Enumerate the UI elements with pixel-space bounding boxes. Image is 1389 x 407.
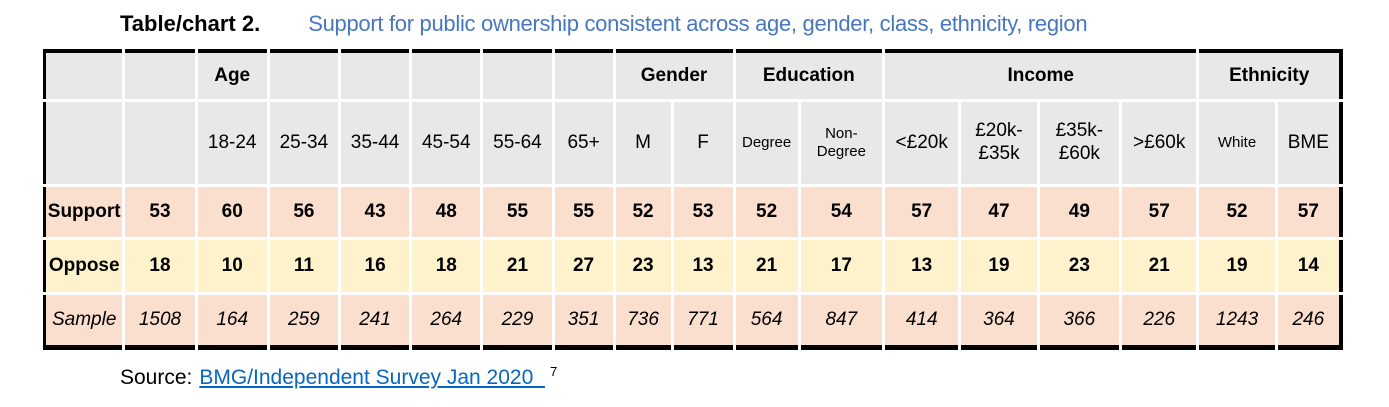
cell-oppose-2: 11	[269, 240, 338, 292]
cell-oppose-10: 17	[800, 240, 883, 292]
table-row-oppose: Oppose 18 10 11 16 18 21 27 23 13 21 17 13 19 23 21 19 14	[43, 240, 1343, 292]
group-spacer-cell	[554, 49, 613, 99]
cell-support-3: 43	[340, 187, 410, 237]
row-label-header-cell	[43, 102, 123, 184]
group-header-row: Age Gender Education Income Ethnicity	[43, 49, 1343, 99]
cell-support-16: 57	[1277, 187, 1343, 237]
cell-sample-2: 259	[269, 295, 338, 350]
cell-support-4: 48	[412, 187, 481, 237]
table-caption-text: Support for public ownership consistent …	[308, 11, 1088, 36]
table-caption-number: Table/chart 2.	[120, 11, 261, 36]
cell-sample-16: 246	[1277, 295, 1343, 350]
cell-oppose-3: 16	[340, 240, 410, 292]
cell-support-1: 60	[197, 187, 267, 237]
col-header-35k-60k: £35k- £60k	[1039, 102, 1120, 184]
group-header-income: Income	[885, 49, 1197, 99]
col-header-55-64: 55-64	[483, 102, 552, 184]
row-label-sample: Sample	[43, 295, 123, 350]
col-header-non-degree: Non- Degree	[800, 102, 883, 184]
cell-oppose-0: 18	[125, 240, 195, 292]
cell-sample-11: 414	[885, 295, 959, 350]
col-header-bme: BME	[1277, 102, 1343, 184]
col-header-white: White	[1199, 102, 1275, 184]
group-spacer-cell	[483, 49, 552, 99]
cell-oppose-8: 13	[673, 240, 733, 292]
cell-sample-3: 241	[340, 295, 410, 350]
survey-table: Age Gender Education Income Ethnicity 18…	[40, 46, 1346, 353]
table-row-sample: Sample 1508 164 259 241 264 229 351 736 771 564 847…	[43, 295, 1343, 350]
col-header-25-34: 25-34	[269, 102, 338, 184]
col-header-35-44: 35-44	[340, 102, 410, 184]
cell-support-15: 52	[1199, 187, 1275, 237]
group-header-education: Education	[735, 49, 883, 99]
cell-oppose-15: 19	[1199, 240, 1275, 292]
cell-support-9: 52	[735, 187, 798, 237]
cell-sample-12: 364	[961, 295, 1037, 350]
cell-sample-0: 1508	[125, 295, 195, 350]
corner-cell	[43, 49, 123, 99]
cell-oppose-4: 18	[412, 240, 481, 292]
cell-sample-15: 1243	[1199, 295, 1275, 350]
cell-oppose-14: 21	[1122, 240, 1197, 292]
col-header-female: F	[673, 102, 733, 184]
col-header-65plus: 65+	[554, 102, 613, 184]
cell-support-0: 53	[125, 187, 195, 237]
cell-support-6: 55	[554, 187, 613, 237]
cell-support-7: 52	[615, 187, 671, 237]
cell-oppose-13: 23	[1039, 240, 1120, 292]
cell-sample-6: 351	[554, 295, 613, 350]
row-label-oppose: Oppose	[43, 240, 123, 292]
cell-oppose-9: 21	[735, 240, 798, 292]
cell-support-13: 49	[1039, 187, 1120, 237]
col-header-20k-35k: £20k- £35k	[961, 102, 1037, 184]
source-label: Source:	[120, 366, 193, 389]
cell-support-8: 53	[673, 187, 733, 237]
cell-sample-7: 736	[615, 295, 671, 350]
cell-support-12: 47	[961, 187, 1037, 237]
cell-oppose-16: 14	[1277, 240, 1343, 292]
cell-sample-1: 164	[197, 295, 267, 350]
group-spacer-cell	[340, 49, 410, 99]
cell-support-2: 56	[269, 187, 338, 237]
cell-oppose-5: 21	[483, 240, 552, 292]
cell-oppose-7: 23	[615, 240, 671, 292]
cell-oppose-11: 13	[885, 240, 959, 292]
group-header-gender: Gender	[615, 49, 733, 99]
column-header-row: 18-24 25-34 35-44 45-54 55-64 65+ M F De…	[43, 102, 1343, 184]
col-header-male: M	[615, 102, 671, 184]
cell-sample-14: 226	[1122, 295, 1197, 350]
col-header-over-60k: >£60k	[1122, 102, 1197, 184]
cell-oppose-12: 19	[961, 240, 1037, 292]
col-header-45-54: 45-54	[412, 102, 481, 184]
cell-oppose-6: 27	[554, 240, 613, 292]
row-label-support: Support	[43, 187, 123, 237]
cell-oppose-1: 10	[197, 240, 267, 292]
total-column-header-cell	[125, 102, 195, 184]
group-spacer-cell	[269, 49, 338, 99]
source-link[interactable]: BMG/Independent Survey Jan 2020	[199, 366, 545, 389]
group-header-age: Age	[197, 49, 267, 99]
cell-support-11: 57	[885, 187, 959, 237]
footnote-ref: 7	[549, 364, 558, 379]
cell-sample-5: 229	[483, 295, 552, 350]
group-header-ethnicity: Ethnicity	[1199, 49, 1343, 99]
source-line: Source: BMG/Independent Survey Jan 2020 7	[120, 364, 557, 390]
table-row-support: Support 53 60 56 43 48 55 55 52 53 52 54 57 47 49 57 52 5…	[43, 187, 1343, 237]
cell-support-14: 57	[1122, 187, 1197, 237]
col-header-degree: Degree	[735, 102, 798, 184]
cell-sample-4: 264	[412, 295, 481, 350]
total-group-cell	[125, 49, 195, 99]
table-caption: Table/chart 2. Support for public ownersh…	[120, 11, 1088, 37]
group-spacer-cell	[412, 49, 481, 99]
cell-support-10: 54	[800, 187, 883, 237]
cell-support-5: 55	[483, 187, 552, 237]
cell-sample-10: 847	[800, 295, 883, 350]
cell-sample-13: 366	[1039, 295, 1120, 350]
col-header-18-24: 18-24	[197, 102, 267, 184]
cell-sample-9: 564	[735, 295, 798, 350]
table-body: Support 53 60 56 43 48 55 55 52 53 52 54 57 47 49 57 52 5…	[43, 187, 1343, 350]
col-header-under-20k: <£20k	[885, 102, 959, 184]
cell-sample-8: 771	[673, 295, 733, 350]
